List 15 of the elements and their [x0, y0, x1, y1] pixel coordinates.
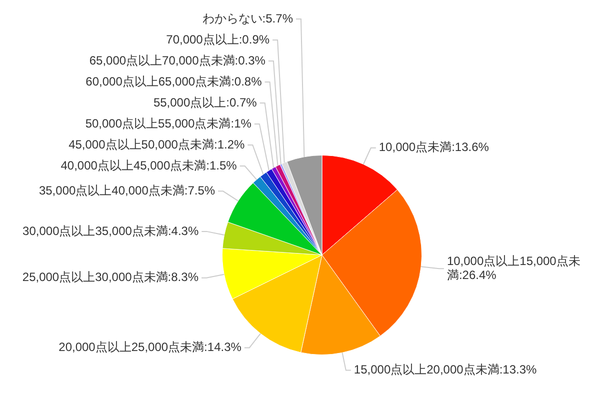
slice-label: 70,000点以上:0.9% [166, 32, 270, 46]
slice-label: 15,000点以上20,000点未満:13.3% [354, 362, 538, 377]
slice-label: 35,000点以上40,000点未満:7.5% [38, 183, 216, 198]
slice-label: 55,000点以上:0.7% [153, 95, 258, 110]
slice-label: 10,000点未満:13.6% [378, 140, 490, 154]
slice-label: 20,000点以上25,000点未満:14.3% [58, 340, 242, 354]
slice-label: 45,000点以上50,000点未満:1.2% [68, 137, 245, 152]
slice-label: 40,000点以上45,000点未満:1.5% [60, 158, 238, 172]
slice-label: 25,000点以上30,000点未満:8.3% [22, 270, 199, 284]
slice-label: 60,000点以上65,000点未満:0.8% [86, 74, 262, 88]
slice-label: 65,000点以上70,000点未満:0.3% [89, 53, 266, 68]
slice-label: 50,000点以上55,000点未満:1% [85, 116, 252, 130]
slice-label: わからない:5.7% [202, 11, 294, 26]
slice-label: 10,000点以上15,000点未満:26.4% [446, 254, 580, 282]
slice-label: 30,000点以上35,000点未満:4.3% [22, 224, 199, 238]
